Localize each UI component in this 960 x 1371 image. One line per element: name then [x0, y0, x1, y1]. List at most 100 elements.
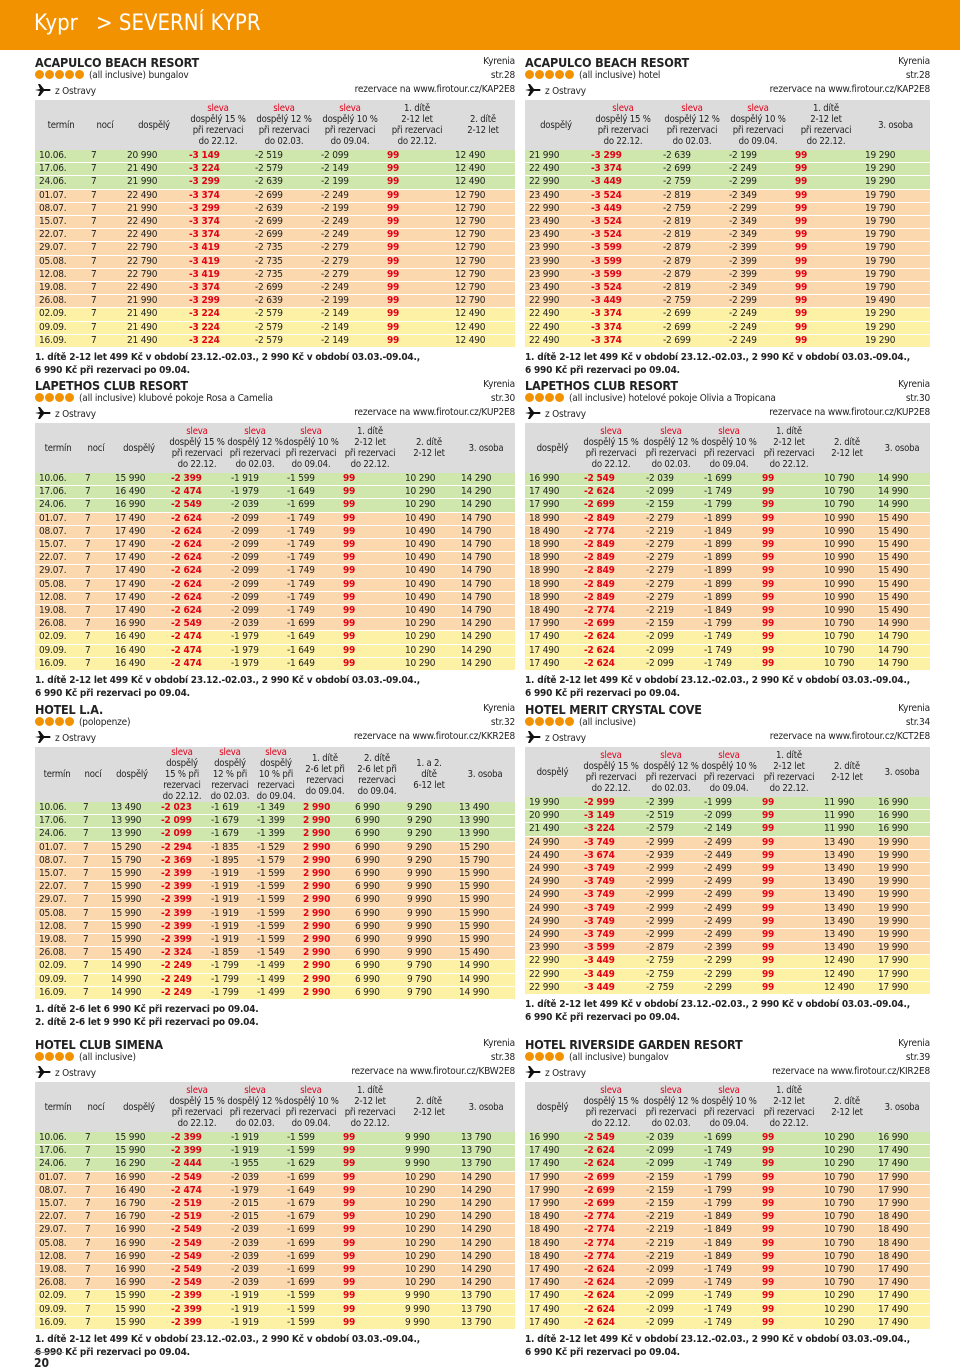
star-icon — [565, 70, 574, 79]
price-cell: -1 749 — [283, 564, 339, 579]
price-cell: -2 219 — [642, 1223, 700, 1238]
star-icon — [555, 393, 564, 402]
header-line: při rezervaci — [344, 1107, 396, 1118]
price-cell: 7 — [81, 1237, 111, 1251]
header-line: při rezervaci — [285, 448, 337, 459]
booking: rezervace na www.firotour.cz/KKR2E8 — [353, 731, 515, 742]
table-head: dospělý sleva dospělý 15 % při rezervaci do … — [525, 423, 930, 473]
price-row: 22.07. 7 15 990 -2 399 -1 919 -1 599 2 990 6 99… — [35, 880, 515, 895]
price-cell: -1 835 — [207, 841, 253, 855]
price-row: 18 490 -2 774 -2 219 -1 849 99 10 790 18 490 — [525, 1223, 930, 1238]
price-cell: -1 899 — [700, 564, 758, 579]
star-icon — [545, 393, 554, 402]
price-cell: 08.07. — [35, 854, 79, 869]
price-cell: 19 290 — [861, 307, 930, 322]
price-section: HOTEL MERIT CRYSTAL COVE Kyrenia (all incl… — [525, 702, 930, 1024]
price-cell: 09.09. — [35, 321, 87, 335]
price-cell: -1 919 — [227, 473, 283, 487]
price-row: 09.09. 7 16 490 -2 474 -1 979 -1 649 99 10 290 1… — [35, 644, 515, 658]
price-cell: 13 490 — [820, 875, 874, 890]
price-cell: -1 899 — [700, 551, 758, 566]
price-cell: -2 639 — [251, 294, 317, 309]
header-line: do 22.12. — [198, 136, 238, 147]
price-cell: -1 349 — [253, 802, 299, 816]
header-row: dospělý sleva dospělý 15 % při rezervaci do … — [525, 423, 930, 473]
price-cell: -3 524 — [587, 215, 659, 230]
price-row: 19.08. 7 17 490 -2 624 -2 099 -1 749 99 10 490 1… — [35, 604, 515, 619]
price-row: 17 490 -2 624 -2 099 -1 749 99 10 290 17 490 — [525, 1144, 930, 1159]
header-line: do 22.12. — [769, 783, 809, 794]
price-cell: -2 735 — [251, 241, 317, 256]
price-cell: -2 219 — [642, 1250, 700, 1265]
price-cell: -2 499 — [700, 902, 758, 916]
price-cell: 08.07. — [35, 525, 81, 540]
price-cell: -2 624 — [167, 525, 227, 540]
price-cell: -2 774 — [580, 604, 642, 619]
star-icon — [45, 70, 54, 79]
price-cell: 17 490 — [111, 551, 167, 566]
catalog-page: str.30 — [905, 393, 930, 404]
price-cell: 12 790 — [451, 281, 515, 296]
price-cell: 24 990 — [525, 888, 580, 903]
price-cell: 99 — [791, 307, 861, 322]
price-cell: 29.07. — [35, 1223, 81, 1238]
price-cell: 18 490 — [525, 1223, 580, 1238]
price-cell: 99 — [758, 551, 820, 566]
price-cell: 6 990 — [351, 867, 403, 882]
price-cell: 99 — [758, 797, 820, 811]
header-line: 1. dítě — [776, 1085, 802, 1096]
price-cell: 99 — [791, 321, 861, 335]
price-cell: 14 990 — [874, 498, 930, 513]
price-cell: 19.08. — [35, 1263, 81, 1278]
price-cell: 99 — [758, 954, 820, 969]
departure: z Ostravy — [545, 1068, 586, 1079]
price-cell: 22.07. — [35, 880, 79, 895]
price-cell: 23 990 — [525, 255, 587, 269]
price-cell: 99 — [383, 150, 451, 164]
price-cell: 15 490 — [874, 578, 930, 592]
price-cell: 99 — [791, 175, 861, 190]
price-row: 24 990 -3 749 -2 999 -2 499 99 13 490 19 990 — [525, 888, 930, 903]
price-cell: -2 099 — [642, 644, 700, 658]
price-cell: 99 — [758, 512, 820, 526]
price-cell: -2 699 — [659, 162, 725, 177]
price-cell: -2 039 — [227, 1171, 283, 1185]
header-line: sleva — [186, 1085, 208, 1096]
price-cell: 15 990 — [111, 473, 167, 487]
price-cell: 23 490 — [525, 228, 587, 243]
price-cell: -2 399 — [157, 920, 207, 935]
price-cell: 11 990 — [820, 822, 874, 837]
header-line: 3. osoba — [468, 1101, 504, 1113]
header-line: při rezervaci — [703, 1107, 755, 1118]
price-cell: -2 399 — [167, 1289, 227, 1304]
star-icon — [535, 70, 544, 79]
price-cell: -2 819 — [659, 189, 725, 203]
column-header: dospělý — [111, 423, 167, 473]
header-line: do 09.04. — [709, 1118, 749, 1129]
price-cell: 9 990 — [403, 867, 455, 882]
board: (all inclusive) bungalov — [569, 1052, 669, 1063]
price-cell: 7 — [79, 802, 107, 816]
price-table: dospělý sleva dospělý 15 % při rezervaci do … — [525, 1082, 930, 1331]
star-icon — [65, 393, 74, 402]
price-cell: 6 990 — [351, 880, 403, 895]
price-cell: 7 — [79, 973, 107, 987]
price-row: 01.07. 7 22 490 -3 374 -2 699 -2 249 99 12 790 — [35, 189, 515, 203]
price-row: 19.08. 7 15 990 -2 399 -1 919 -1 599 2 990 6 99… — [35, 933, 515, 948]
price-cell: 15 990 — [111, 1303, 167, 1317]
price-cell: 19 990 — [874, 941, 930, 956]
price-cell: 14 790 — [457, 578, 515, 592]
price-row: 22.07. 7 17 490 -2 624 -2 099 -1 749 99 10 490 1… — [35, 551, 515, 566]
star-icon — [555, 70, 564, 79]
price-cell: -1 599 — [283, 1289, 339, 1304]
price-cell: -2 039 — [227, 617, 283, 632]
catalog-page: str.34 — [905, 717, 930, 728]
price-cell: -3 449 — [587, 202, 659, 217]
header-line: do 22.12. — [769, 459, 809, 470]
price-row: 22 990 -3 449 -2 759 -2 299 99 19 490 — [525, 294, 930, 309]
price-cell: 2 990 — [299, 854, 351, 869]
price-cell: 22 490 — [525, 307, 587, 322]
price-cell: 15 290 — [107, 841, 157, 855]
column-header: 3. osoba — [861, 100, 930, 150]
price-cell: 19 790 — [861, 228, 930, 243]
